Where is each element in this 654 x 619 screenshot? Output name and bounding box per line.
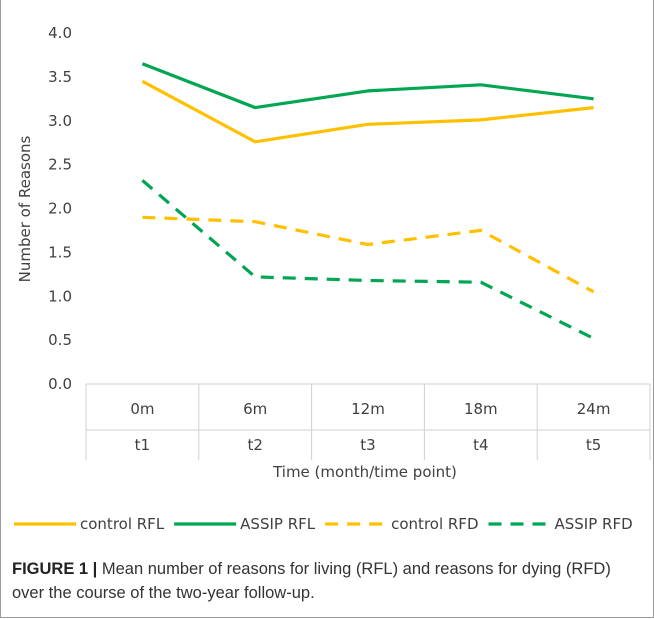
y-axis-ticks: 0.0 0.5 1.0 1.5 2.0 2.5 3.0 3.5 4.0 bbox=[48, 24, 72, 393]
x-tick-sublabel: t4 bbox=[473, 436, 488, 454]
line-chart: Number of Reasons 0.0 0.5 1.0 1.5 2.0 2.5 3.0 3… bbox=[14, 24, 651, 533]
legend: control RFL ASSIP RFL control RFD ASSIP RFD bbox=[14, 515, 633, 533]
series-line-control-rfd bbox=[142, 215, 595, 294]
legend-label: control RFL bbox=[80, 515, 165, 533]
y-tick-label: 4.0 bbox=[48, 24, 72, 42]
legend-label: ASSIP RFD bbox=[555, 515, 633, 533]
x-tick-label: 12m bbox=[351, 400, 385, 418]
x-tick-label: 18m bbox=[464, 400, 498, 418]
y-tick-label: 0.0 bbox=[48, 375, 72, 393]
caption-label: FIGURE 1 | bbox=[12, 560, 98, 578]
x-tick-sublabel: t3 bbox=[360, 436, 375, 454]
x-tick-sublabel: t2 bbox=[247, 436, 262, 454]
series-line-assip-rfd bbox=[141, 179, 595, 340]
x-axis-labels: 0m 6m 12m 18m 24m t1 t2 t3 t4 t5 bbox=[130, 400, 610, 454]
x-tick-sublabel: t1 bbox=[135, 436, 150, 454]
x-tick-label: 6m bbox=[243, 400, 267, 418]
figure-caption: FIGURE 1 | Mean number of reasons for li… bbox=[12, 557, 642, 605]
legend-label: ASSIP RFL bbox=[240, 515, 316, 533]
series-line-assip-rfl bbox=[141, 62, 594, 110]
legend-label: control RFD bbox=[391, 515, 478, 533]
y-tick-label: 3.0 bbox=[48, 112, 72, 130]
y-tick-label: 1.5 bbox=[48, 243, 72, 261]
y-tick-label: 2.5 bbox=[48, 156, 72, 174]
caption-text: Mean number of reasons for living (RFL) … bbox=[12, 560, 611, 602]
y-tick-label: 3.5 bbox=[48, 68, 72, 86]
y-tick-label: 2.0 bbox=[48, 200, 72, 218]
x-tick-sublabel: t5 bbox=[586, 436, 601, 454]
x-tick-label: 0m bbox=[130, 400, 154, 418]
series-lines bbox=[141, 62, 595, 340]
x-axis-category-grid bbox=[85, 383, 651, 460]
x-axis-title: Time (month/time point) bbox=[272, 463, 457, 481]
series-line-control-rfl bbox=[141, 79, 594, 144]
x-tick-label: 24m bbox=[577, 400, 611, 418]
y-axis-title: Number of Reasons bbox=[16, 135, 34, 282]
y-tick-label: 0.5 bbox=[48, 331, 72, 349]
y-tick-label: 1.0 bbox=[48, 287, 72, 305]
